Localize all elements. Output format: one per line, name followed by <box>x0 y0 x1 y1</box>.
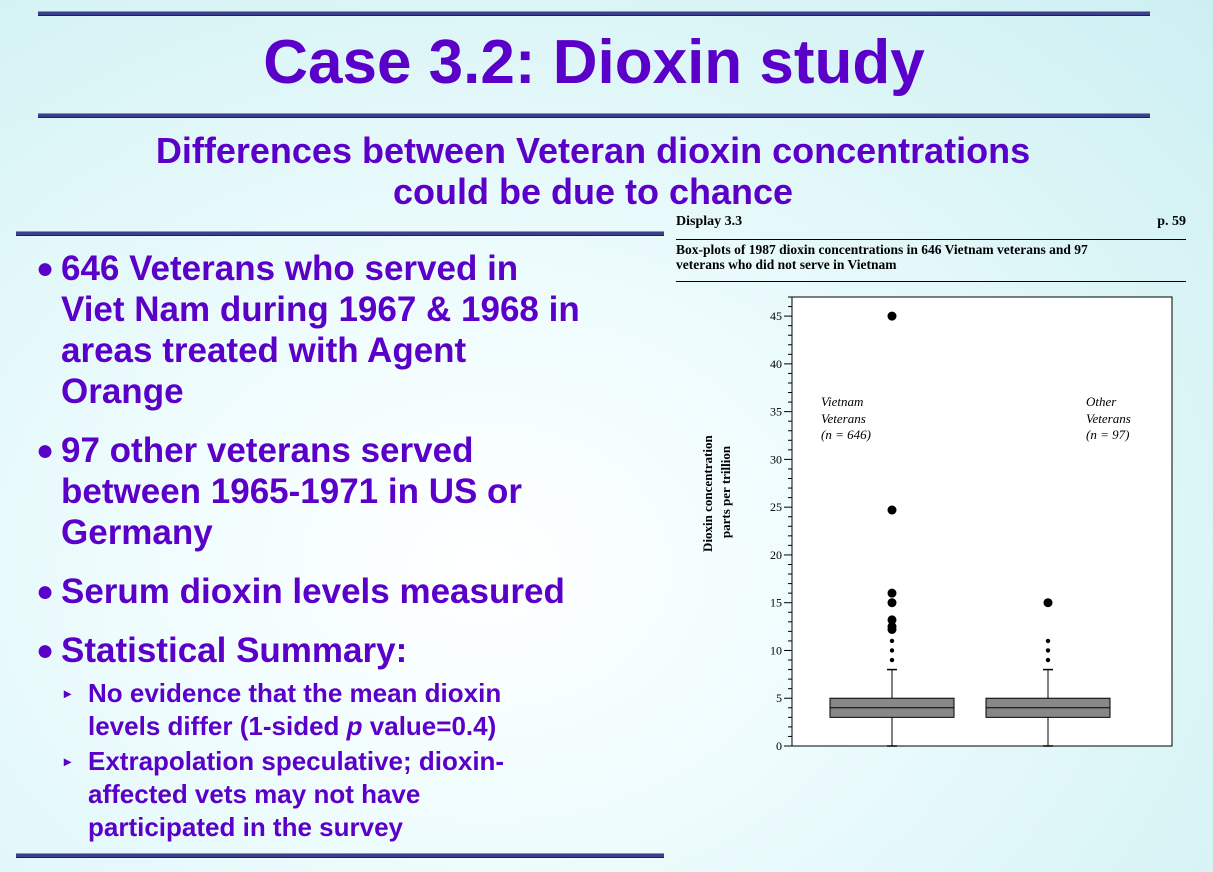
y-tick-label: 25 <box>770 500 782 514</box>
top-rule <box>38 11 1150 16</box>
y-axis-label-line-1: Dioxin concentration <box>700 435 715 552</box>
outlier-point <box>887 615 897 625</box>
figure-caption: Box-plots of 1987 dioxin concentrations … <box>676 242 1186 272</box>
bullet-item: ● 97 other veterans served between 1965-… <box>36 430 661 553</box>
outlier-point <box>889 648 895 653</box>
sub-bullet-line: Extrapolation speculative; dioxin- <box>88 746 505 776</box>
group-label-line: Veterans <box>821 411 866 426</box>
caption-line-1: Box-plots of 1987 dioxin concentrations … <box>676 242 1088 257</box>
sub-bullet-item: ▸ No evidence that the mean dioxin level… <box>36 677 661 743</box>
bullet-line: Germany <box>61 513 213 552</box>
group-label-line: Other <box>1086 394 1117 409</box>
bullet-line: 97 other veterans served <box>61 431 474 470</box>
group-label-line: Veterans <box>1086 411 1131 426</box>
y-tick-label: 20 <box>770 548 782 562</box>
outlier-point <box>889 638 895 644</box>
y-tick-label: 30 <box>770 452 782 466</box>
bullet-list: ● 646 Veterans who served in Viet Nam du… <box>36 248 661 858</box>
outlier-point <box>1045 657 1051 663</box>
subtitle-line-1: Differences between Veteran dioxin conce… <box>155 130 1031 171</box>
y-axis-label: Dioxin concentration parts per trillion <box>700 432 733 552</box>
outlier-point <box>887 505 897 515</box>
sub-bullet-line: participated in the survey <box>88 812 403 842</box>
bullet-line: Viet Nam during 1967 & 1968 in <box>61 290 580 329</box>
y-tick-label: 35 <box>770 405 782 419</box>
outlier-point <box>1043 598 1053 608</box>
outlier-point <box>887 311 897 321</box>
y-tick-label: 5 <box>776 691 782 705</box>
y-tick-label: 0 <box>776 739 782 752</box>
outlier-point <box>1045 638 1051 644</box>
boxplot-chart: Dioxin concentration parts per trillion … <box>700 296 1173 752</box>
plot-frame <box>791 296 1173 747</box>
outlier-point <box>887 624 897 634</box>
figure-rule <box>676 281 1186 282</box>
figure-rule <box>676 239 1186 240</box>
bullet-dot-icon: ● <box>36 252 55 285</box>
y-tick-label: 10 <box>770 643 782 657</box>
bullet-dot-icon: ● <box>36 634 55 667</box>
bullet-line: Statistical Summary: <box>61 631 408 670</box>
outlier-point <box>887 588 897 598</box>
sub-bullet-item: ▸ Extrapolation speculative; dioxin- aff… <box>36 745 661 844</box>
bullet-dot-icon: ● <box>36 575 55 608</box>
bullet-line: areas treated with Agent <box>61 331 467 370</box>
bullet-item: ● Statistical Summary: <box>36 630 661 671</box>
display-label: Display 3.3 <box>676 214 743 229</box>
bullet-dot-icon: ● <box>36 434 55 467</box>
triangle-bullet-icon: ▸ <box>64 685 72 701</box>
y-tick-label: 15 <box>770 596 782 610</box>
outlier-point <box>1045 648 1051 653</box>
bullet-item: ● Serum dioxin levels measured <box>36 571 661 612</box>
bottom-rule <box>16 853 664 858</box>
y-tick-label: 45 <box>770 309 782 323</box>
p-symbol: p <box>346 711 363 741</box>
sub-bullet-text: value=0.4) <box>362 711 497 741</box>
slide-title: Case 3.2: Dioxin study <box>263 28 925 97</box>
group-label-line: (n = 646) <box>821 427 871 442</box>
y-tick-label: 40 <box>770 357 782 371</box>
bullet-line: Orange <box>61 372 184 411</box>
bullet-line: Serum dioxin levels measured <box>61 572 565 611</box>
bullet-item: ● 646 Veterans who served in Viet Nam du… <box>36 248 661 412</box>
y-axis-label-line-2: parts per trillion <box>718 445 733 538</box>
textbook-figure: Display 3.3 p. 59 Box-plots of 1987 diox… <box>676 214 1186 754</box>
outlier-point <box>887 598 897 608</box>
outlier-point <box>889 657 895 663</box>
group-label-line: (n = 97) <box>1086 427 1129 442</box>
subtitle-underline <box>16 231 664 236</box>
subtitle-line-2: could be due to chance <box>392 171 794 212</box>
bullet-line: between 1965-1971 in US or <box>61 472 523 511</box>
page-reference: p. 59 <box>1157 214 1186 229</box>
sub-bullet-text: levels differ (1-sided <box>88 711 347 741</box>
sub-bullet-line: No evidence that the mean dioxin <box>88 678 502 708</box>
caption-line-2: veterans who did not serve in Vietnam <box>676 257 897 272</box>
group-label-1: Other Veterans (n = 97) <box>1086 394 1131 442</box>
bullet-line: 646 Veterans who served in <box>61 249 519 288</box>
title-underline <box>38 113 1150 118</box>
group-label-line: Vietnam <box>821 394 863 409</box>
triangle-bullet-icon: ▸ <box>64 753 72 769</box>
slide-subtitle: Differences between Veteran dioxin conce… <box>40 130 1146 212</box>
sub-bullet-line: affected vets may not have <box>88 779 421 809</box>
sub-bullet-line: levels differ (1-sided p value=0.4) <box>88 710 661 743</box>
group-label-0: Vietnam Veterans (n = 646) <box>821 394 871 442</box>
